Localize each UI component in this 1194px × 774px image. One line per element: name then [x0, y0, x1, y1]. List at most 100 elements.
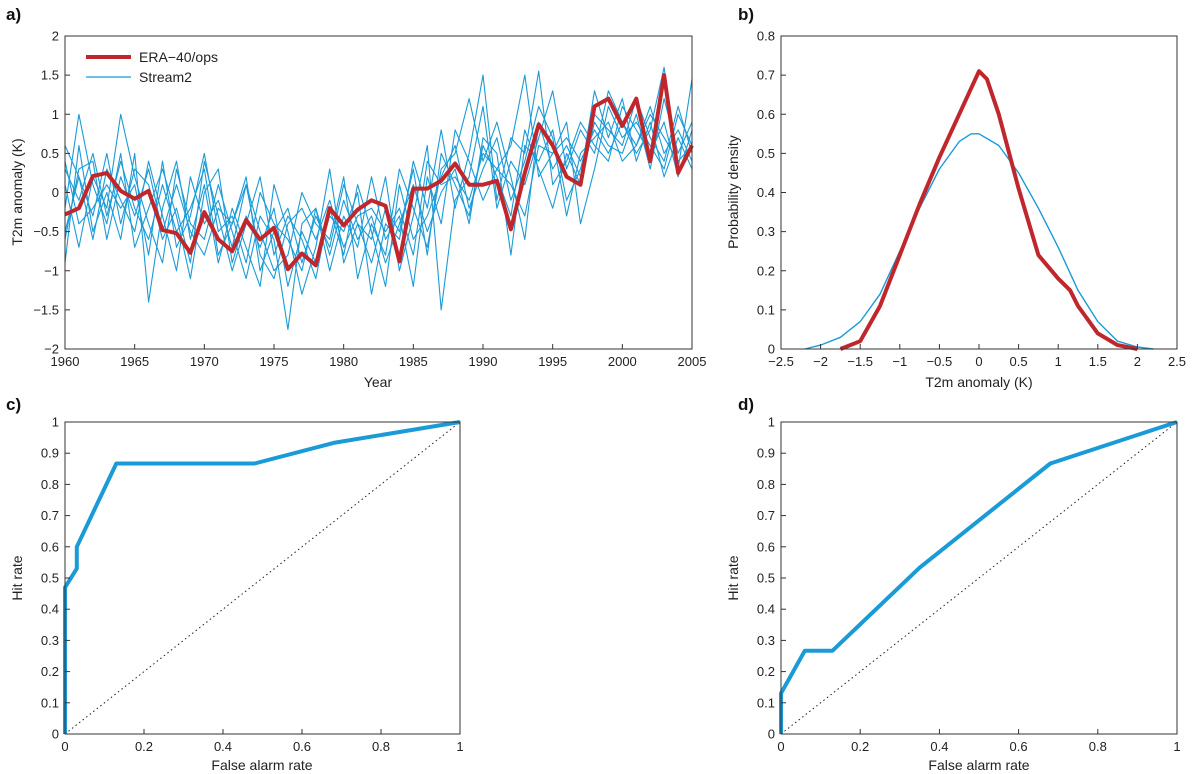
panel-a-ytick-label: 1.5	[41, 68, 59, 83]
panel-d-ytick-label: 0.2	[757, 664, 775, 679]
panel-b-ytick-label: 0	[768, 342, 775, 357]
panel-c-ylabel: Hit rate	[9, 555, 25, 600]
panel-a-xtick-label: 1965	[120, 354, 149, 369]
panel-b-density: b) −2.5 −2 −1.5 −1 −0.5 0 0.5 1 1.5 2 2.5 0 0.1 0.2 0…	[725, 5, 1186, 390]
panel-b-xtick-label: 0.5	[1010, 354, 1028, 369]
panel-d-xtick-label: 0.8	[1089, 739, 1107, 754]
panel-d-ytick-label: 0.7	[757, 508, 775, 523]
legend-label-stream2: Stream2	[139, 69, 192, 85]
panel-b-ytick-label: 0.6	[757, 107, 775, 122]
stream2-member-line	[64, 70, 693, 295]
panel-b-xtick-label: −2	[813, 354, 828, 369]
panel-d-xtick-label: 1	[1173, 739, 1180, 754]
panel-b-ytick-label: 0.4	[757, 185, 775, 200]
panel-b-ylabel: Probability density	[725, 135, 741, 249]
panel-a-ytick-label: 1	[52, 107, 59, 122]
panel-d-ytick-label: 0.8	[757, 477, 775, 492]
panel-a-ytick-label: 0.5	[41, 146, 59, 161]
panel-b-xtick-label: 2	[1134, 354, 1141, 369]
legend-label-era40: ERA−40/ops	[139, 49, 218, 65]
panel-d-ytick-label: 0	[768, 727, 775, 742]
panel-b-xtick-label: 1	[1055, 354, 1062, 369]
panel-d-roc: d) 0 0.2 0.4 0.6 0.8 1 0 0.1 0.2 0.3 0.4 0.5 0.6 0.7…	[725, 395, 1181, 773]
panel-a-legend: ERA−40/ops Stream2	[86, 49, 218, 85]
panel-b-xtick-label: −1	[892, 354, 907, 369]
panel-c-ytick-label: 0.7	[41, 508, 59, 523]
panel-c-roc-curve	[63, 420, 461, 734]
panel-a-ytick-label: −1	[44, 263, 59, 278]
panel-b-label: b)	[738, 5, 754, 24]
panel-a-xtick-label: 2000	[608, 354, 637, 369]
panel-b-xtick-label: 2.5	[1168, 354, 1186, 369]
panel-d-xtick-label: 0	[777, 739, 784, 754]
panel-c-ytick-label: 0.6	[41, 539, 59, 554]
panel-a-ytick-label: −0.5	[33, 224, 59, 239]
panel-c-ytick-label: 0.2	[41, 664, 59, 679]
panel-c-ytick-label: 0.5	[41, 571, 59, 586]
panel-a-time-series: a) 1960 1965 1970 1975 1980 1985 1990 1995 2000 2…	[6, 5, 706, 390]
era40-ops-line	[64, 73, 694, 272]
panel-d-ytick-label: 1	[768, 415, 775, 430]
panel-a-ylabel: T2m anomaly (K)	[9, 138, 25, 245]
panel-a-xlabel: Year	[364, 374, 393, 390]
panel-c-ytick-label: 0.1	[41, 695, 59, 710]
panel-d-xtick-label: 0.2	[851, 739, 869, 754]
panel-d-ytick-label: 0.3	[757, 633, 775, 648]
panel-a-ytick-label: 2	[52, 29, 59, 44]
panel-d-xlabel: False alarm rate	[928, 757, 1029, 773]
panel-d-diagonal-reference	[780, 421, 1178, 735]
panel-a-label: a)	[6, 5, 21, 24]
panel-d-ylabel: Hit rate	[725, 555, 741, 600]
panel-b-ytick-label: 0.7	[757, 68, 775, 83]
stream2-member-line	[64, 98, 693, 272]
panel-d-ytick-label: 0.5	[757, 571, 775, 586]
panel-c-ytick-label: 0.9	[41, 446, 59, 461]
panel-b-xtick-label: −2.5	[768, 354, 794, 369]
panel-d-ytick-label: 0.1	[757, 695, 775, 710]
panel-c-xtick-label: 0.2	[135, 739, 153, 754]
panel-c-ytick-label: 1	[52, 415, 59, 430]
panel-a-xtick-label: 1960	[51, 354, 80, 369]
panel-b-xtick-label: 1.5	[1089, 354, 1107, 369]
panel-a-xtick-label: 1995	[538, 354, 567, 369]
panel-b-frame	[780, 35, 1178, 350]
panel-c-xtick-label: 0.8	[372, 739, 390, 754]
panel-b-ytick-label: 0.8	[757, 29, 775, 44]
panel-b-xlabel: T2m anomaly (K)	[925, 374, 1032, 390]
panel-c-roc: c) 0 0.2 0.4 0.6 0.8 1 0 0.1 0.2 0.3 0.4 0.5 0.6 0.7…	[6, 395, 464, 773]
panel-d-xtick-label: 0.6	[1010, 739, 1028, 754]
stream2-density-curve	[804, 133, 1154, 350]
panel-c-xtick-label: 0.6	[293, 739, 311, 754]
panel-b-xtick-label: −1.5	[847, 354, 873, 369]
panel-c-xlabel: False alarm rate	[211, 757, 312, 773]
panel-a-xtick-label: 1985	[399, 354, 428, 369]
panel-c-xtick-label: 0.4	[214, 739, 232, 754]
panel-c-xtick-label: 1	[456, 739, 463, 754]
panel-c-label: c)	[6, 395, 21, 414]
panel-d-label: d)	[738, 395, 754, 414]
panel-b-ytick-label: 0.2	[757, 263, 775, 278]
panel-a-xtick-label: 1970	[190, 354, 219, 369]
panel-d-ytick-label: 0.6	[757, 539, 775, 554]
panel-c-diagonal-reference	[64, 421, 461, 735]
panel-c-ytick-label: 0.4	[41, 602, 59, 617]
panel-a-ytick-label: −1.5	[33, 302, 59, 317]
panel-a-xtick-label: 1975	[260, 354, 289, 369]
panel-d-xtick-label: 0.4	[930, 739, 948, 754]
panel-a-xtick-label: 1990	[469, 354, 498, 369]
panel-a-ytick-label: −2	[44, 342, 59, 357]
panel-c-ytick-label: 0.3	[41, 633, 59, 648]
era40-density-curve	[839, 69, 1138, 351]
panel-d-ytick-label: 0.4	[757, 602, 775, 617]
panel-b-ytick-label: 0.1	[757, 302, 775, 317]
panel-b-ytick-label: 0.5	[757, 146, 775, 161]
panel-b-xtick-label: 0	[975, 354, 982, 369]
panel-c-ytick-label: 0.8	[41, 477, 59, 492]
panel-b-ytick-label: 0.3	[757, 224, 775, 239]
panel-a-xtick-label: 1980	[329, 354, 358, 369]
panel-c-ytick-label: 0	[52, 727, 59, 742]
panel-b-xtick-label: −0.5	[927, 354, 953, 369]
panel-a-xtick-label: 2005	[678, 354, 707, 369]
panel-c-xtick-label: 0	[61, 739, 68, 754]
